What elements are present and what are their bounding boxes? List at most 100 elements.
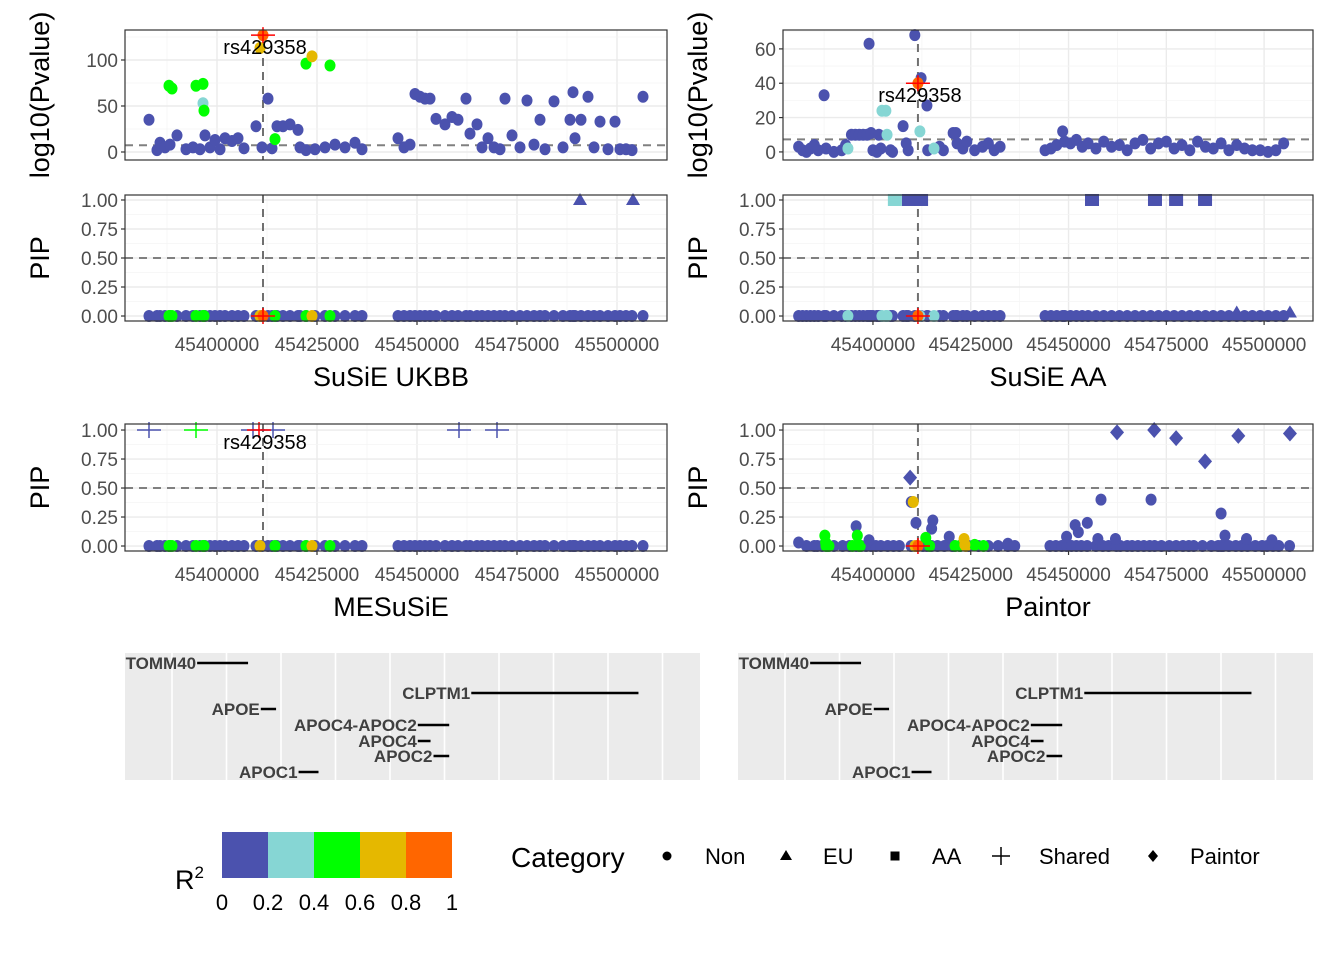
zero-pip-point-circle (1113, 310, 1125, 323)
zero-pip-point-circle (1199, 310, 1211, 323)
x-tick-label: 45400000 (831, 335, 916, 356)
snp-point-circle (602, 143, 614, 156)
zero-pip-point-circle (1197, 540, 1209, 553)
zero-pip-point-circle (637, 540, 649, 553)
snp-point-circle (506, 129, 518, 142)
snp-point-circle (1246, 144, 1258, 157)
r2-colorbar-bin (314, 832, 360, 878)
snp-point-circle (961, 135, 973, 148)
x-tick-label: 45500000 (1222, 565, 1307, 586)
zero-pip-point-circle (1168, 310, 1180, 323)
zero-pip-point-circle (506, 540, 518, 553)
snp-point-diamond (1110, 424, 1125, 441)
snp-point-circle (575, 113, 587, 126)
snp-point-circle (902, 144, 914, 157)
zero-pip-point-circle (1254, 310, 1266, 323)
zero-pip-point-circle (324, 310, 336, 323)
zero-pip-point-circle (306, 540, 318, 553)
zero-pip-point-circle (1160, 310, 1172, 323)
snp-point-circle (1241, 533, 1253, 546)
gene-label: APOC2 (374, 747, 433, 766)
zero-pip-point-circle (284, 310, 296, 323)
snp-point-circle (1109, 533, 1121, 546)
y-tick-label: 0.00 (739, 307, 776, 328)
snp-point-circle (319, 141, 331, 154)
gene-track-background (738, 653, 1313, 780)
diamond-key-icon (1148, 850, 1158, 862)
snp-point-circle (897, 120, 909, 133)
zero-pip-point-circle (1090, 310, 1102, 323)
zero-pip-point-circle (430, 310, 442, 323)
r2-colorbar-label: 0.8 (391, 890, 422, 915)
zero-pip-point-circle (198, 310, 210, 323)
snp-point-circle (266, 142, 278, 155)
category-label: Paintor (1190, 844, 1260, 869)
zero-pip-point-circle (1106, 310, 1118, 323)
panel-pip_aa: 0.00 0.25 0.50 0.75 1.00 PIP 45400000 45425000 4… (683, 191, 1314, 392)
y-axis-title: log10(Pvalue) (25, 12, 55, 179)
snp-point-circle (539, 143, 551, 156)
legend-item-shared: Shared (992, 844, 1110, 869)
x-tick-label: 45425000 (928, 335, 1013, 356)
snp-point-circle (1072, 526, 1084, 539)
snp-point-circle (143, 113, 155, 126)
zero-pip-point-circle (961, 310, 973, 323)
snp-point-circle (1061, 530, 1073, 543)
x-tick-label: 45475000 (475, 565, 560, 586)
zero-pip-point-circle (306, 310, 318, 323)
snp-point-diamond (1282, 425, 1297, 442)
snp-point-square (914, 193, 929, 206)
r2-legend-title: R2 (175, 863, 204, 895)
zero-pip-point-circle (937, 310, 949, 323)
snp-point-circle (232, 132, 244, 145)
zero-pip-point-circle (626, 540, 638, 553)
panel-gwas_ukbb: rs429358 0 50 100 log10(Pvalue) (25, 12, 668, 179)
snp-point-circle (1215, 507, 1227, 520)
zero-pip-point-circle (143, 540, 155, 553)
snp-point-circle (1215, 137, 1227, 150)
snp-point-circle (594, 115, 606, 128)
x-tick-label: 45450000 (1026, 335, 1111, 356)
snp-point-circle (557, 141, 569, 154)
panel-border (124, 29, 668, 161)
x-axis-title: SuSiE UKBB (313, 362, 469, 392)
snp-point-circle (424, 92, 436, 105)
x-tick-label: 45425000 (275, 335, 360, 356)
r2-colorbar-label: 0.6 (345, 890, 376, 915)
zero-pip-point-circle (339, 540, 351, 553)
x-tick-label: 45450000 (1026, 565, 1111, 586)
gene-label: TOMM40 (126, 654, 197, 673)
r2-superscript: 2 (195, 863, 204, 882)
snp-point-circle (521, 94, 533, 107)
snp-point-circle (937, 144, 949, 157)
zero-pip-point-circle (166, 540, 178, 553)
gene-label: APOC4 (358, 732, 417, 751)
snp-point-circle (430, 112, 442, 125)
panel-pip_ukbb: 0.00 0.25 0.50 0.75 1.00 PIP 45400000 45425000 4… (25, 191, 668, 392)
snp-point-plus (447, 422, 471, 439)
snp-point-circle (850, 520, 862, 533)
snp-point-circle (166, 82, 178, 95)
lead-snp-label: rs429358 (223, 37, 306, 59)
y-axis-title: log10(Pvalue) (683, 12, 713, 179)
y-tick-label: 0.25 (739, 508, 776, 529)
zero-pip-point-circle (1192, 310, 1204, 323)
zero-pip-point-circle (539, 310, 551, 323)
snp-point-diamond (903, 469, 918, 486)
snp-point-circle (994, 140, 1006, 153)
lead-snp-plus (247, 422, 271, 439)
snp-point-circle (199, 129, 211, 142)
snp-point-circle (949, 540, 961, 553)
zero-pip-point-circle (324, 540, 336, 553)
y-tick-label: 1.00 (739, 191, 776, 212)
snp-point-circle (339, 141, 351, 154)
y-tick-label: 0.50 (81, 479, 118, 500)
legend-item-non: Non (662, 844, 745, 869)
y-tick-label: 0.25 (81, 278, 118, 299)
snp-point-circle (910, 516, 922, 529)
snp-point-circle (909, 29, 921, 42)
snp-point-circle (851, 529, 863, 542)
zero-pip-point-circle (820, 310, 832, 323)
snp-point-circle (793, 536, 805, 549)
